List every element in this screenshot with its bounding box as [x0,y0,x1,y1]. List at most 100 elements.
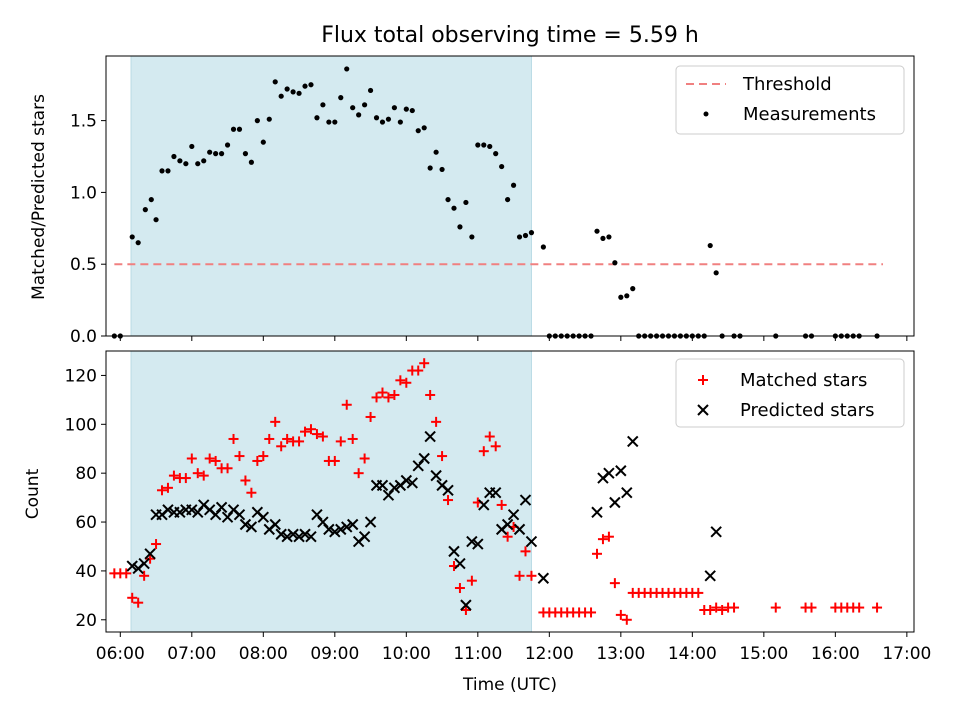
y-tick-label: 0.5 [70,255,97,275]
matched-star-point [717,605,728,616]
matched-star-point [872,602,883,613]
predicted-star-point [400,474,413,487]
predicted-star-point [138,557,150,570]
predicted-star-point [615,465,627,477]
matched-star-point [252,455,263,466]
matched-star-point [401,377,412,388]
measurement-point [469,234,475,240]
matched-star-point [377,387,388,398]
matched-star-point [240,475,251,486]
predicted-star-point [406,477,418,489]
predicted-star-point [335,523,347,536]
y-tick-label: 1.0 [70,183,97,203]
matched-star-point [526,570,537,581]
predicted-star-point [287,528,299,540]
matched-star-point [335,436,346,447]
matched-star-point [460,605,471,616]
legend-measurements-swatch [703,111,709,117]
measurement-point [528,230,535,236]
bottom-y-ticks: 20 40 60 80 100 120 [65,366,106,631]
matched-star-point [121,568,132,579]
measurement-point [493,151,499,157]
measurement-point [487,143,493,150]
predicted-star-point [364,516,377,528]
matched-star-point [443,495,454,506]
measurement-point [403,106,409,112]
x-tick-label: 07:00 [167,644,216,664]
predicted-star-point [144,548,156,560]
predicted-star-point [513,523,526,536]
x-axis-label: Time (UTC) [462,675,557,695]
measurement-point [367,87,374,94]
matched-star-point [520,546,531,557]
measurement-point [612,260,618,266]
matched-star-point [192,468,203,479]
predicted-star-points [126,430,722,611]
matched-star-point [365,411,376,422]
measurement-point [618,294,624,300]
measurement-point [445,196,451,203]
legend-x-marker [697,404,709,416]
predicted-star-point [418,452,430,465]
measurement-point [350,105,356,111]
legend-predicted-label: Predicted stars [740,400,874,421]
predicted-star-point [329,526,341,538]
measurement-point [397,119,403,125]
measurement-point [457,224,463,230]
measurement-point [415,128,421,134]
measurement-point [266,116,272,122]
legend-predicted-swatch [697,404,709,416]
matched-star-point [300,426,311,437]
measurement-point [379,119,386,125]
matched-star-point [127,592,138,603]
measurement-point [362,102,368,108]
predicted-star-point [591,506,603,518]
matched-star-point [621,614,632,625]
matched-star-point [311,429,322,440]
matched-star-point [770,602,781,613]
bottom-axes-frame [105,350,915,633]
measurement-point [433,149,439,155]
matched-star-point [478,446,489,457]
matched-star-point [466,575,477,586]
y-tick-label: 20 [75,611,97,631]
matched-star-point [162,482,173,493]
legend-threshold-label: Threshold [742,74,832,95]
measurement-point [338,95,344,101]
matched-star-point [234,451,245,462]
measurement-point [344,66,350,72]
measurement-point [278,93,284,99]
measurement-point [522,232,529,239]
predicted-star-point [174,506,186,518]
predicted-star-point [501,518,514,531]
matched-star-point [371,392,382,403]
measurement-point [218,151,225,157]
legend-matched-label: Matched stars [740,370,867,391]
matched-star-point [711,602,722,613]
matched-star-point [431,416,442,427]
measurement-point [540,244,546,250]
predicted-star-point [233,509,246,521]
predicted-star-point [472,538,484,550]
predicted-star-point [323,523,335,536]
matched-star-point [151,539,162,550]
measurement-point [302,83,308,89]
matched-star-point [484,431,495,442]
predicted-star-point [609,496,621,509]
matched-star-point [419,358,430,369]
observing-window-shading [130,55,532,337]
matched-star-point [329,455,340,466]
predicted-star-point [275,528,287,540]
measurement-point [481,142,487,148]
top-chart-title: Flux total observing time = 5.59 h [321,23,699,48]
x-tick-label: 08:00 [239,644,288,664]
y-tick-label: 60 [75,513,97,533]
measurement-point [254,118,260,124]
matched-star-point [204,453,215,464]
measurement-point [320,102,326,108]
measurement-point [159,168,165,174]
measurement-point [707,242,713,249]
matched-star-point [294,436,305,447]
matched-star-point [693,587,704,598]
